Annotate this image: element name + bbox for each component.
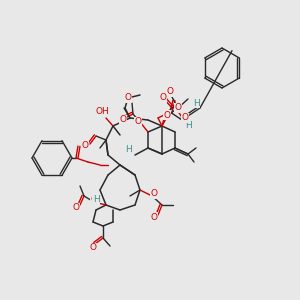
Text: O: O	[167, 88, 173, 97]
Text: O: O	[89, 244, 97, 253]
Text: O: O	[182, 113, 188, 122]
Text: H: H	[193, 98, 200, 107]
Text: O: O	[151, 212, 158, 221]
Text: H: H	[93, 196, 99, 205]
Text: O: O	[124, 94, 131, 103]
Text: O: O	[151, 190, 158, 199]
Text: O: O	[119, 116, 127, 124]
Text: H: H	[124, 146, 131, 154]
Text: O: O	[91, 194, 98, 203]
Text: OH: OH	[95, 107, 109, 116]
Text: O: O	[134, 118, 142, 127]
Text: O: O	[73, 203, 80, 212]
Text: O: O	[175, 103, 182, 112]
Text: O: O	[164, 110, 170, 119]
Text: H: H	[184, 121, 191, 130]
Text: O: O	[82, 140, 88, 149]
Text: O: O	[160, 94, 167, 103]
